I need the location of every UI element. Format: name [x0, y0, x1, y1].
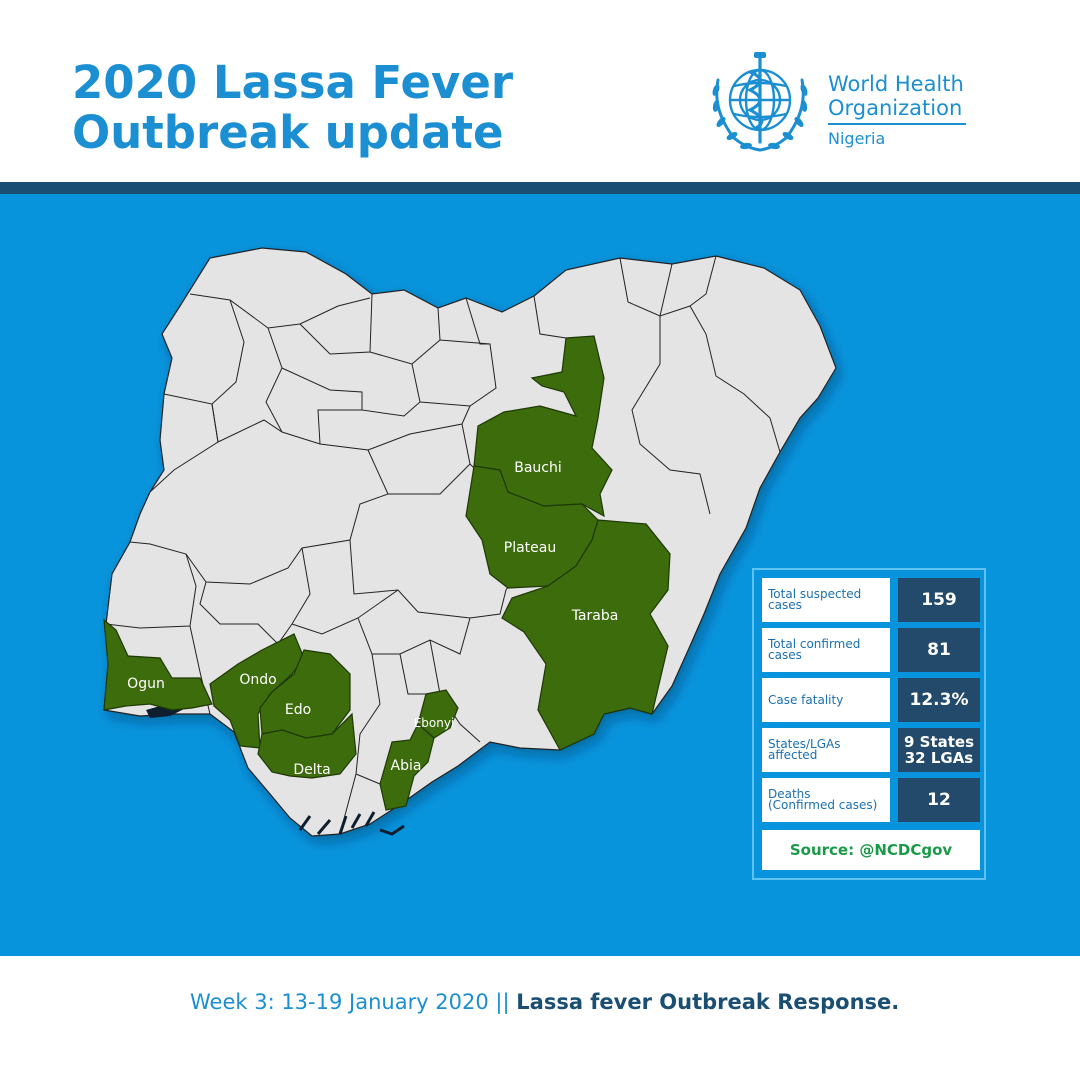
- stats-panel: Total suspected cases 159 Total confirme…: [752, 568, 986, 880]
- who-emblem-icon: [712, 52, 808, 152]
- label-edo: Edo: [285, 702, 311, 718]
- org-country: Nigeria: [828, 128, 886, 148]
- footer: Week 3: 13-19 January 2020 || Lassa feve…: [0, 956, 1080, 1080]
- who-logo-text: World Health Organization Nigeria: [828, 72, 966, 149]
- org-rule: [828, 123, 966, 125]
- label-ebonyi: Ebonyi: [414, 716, 455, 730]
- stat-row-deaths: Deaths (Confirmed cases) 12: [762, 778, 980, 822]
- stat-value: 159: [898, 578, 980, 622]
- state-ogun: [103, 618, 213, 711]
- nigeria-map: Bauchi Plateau Taraba Ogun Ondo Edo Delt…: [103, 247, 837, 837]
- label-delta: Delta: [293, 762, 330, 778]
- state-ondo: [209, 633, 305, 749]
- stat-row-case-fatality: Case fatality 12.3%: [762, 678, 980, 722]
- label-abia: Abia: [391, 758, 422, 774]
- title-line-2: Outbreak update: [72, 106, 504, 159]
- header: 2020 Lassa Fever Outbreak update: [0, 0, 1080, 182]
- org-name-line-1: World Health: [828, 72, 964, 96]
- stat-value: 12: [898, 778, 980, 822]
- stat-row-suspected: Total suspected cases 159: [762, 578, 980, 622]
- footer-week: Week 3: 13-19 January 2020: [190, 990, 489, 1014]
- stat-label: States/LGAs affected: [762, 728, 890, 772]
- niger-delta-creeks: [298, 811, 405, 836]
- stat-row-states-lgas: States/LGAs affected 9 States 32 LGAs: [762, 728, 980, 772]
- label-taraba: Taraba: [571, 608, 619, 624]
- page-title: 2020 Lassa Fever Outbreak update: [72, 58, 513, 158]
- footer-separator: ||: [488, 990, 517, 1014]
- label-bauchi: Bauchi: [514, 460, 562, 476]
- footer-response: Lassa fever Outbreak Response.: [516, 990, 900, 1014]
- header-divider: [0, 182, 1080, 194]
- state-abia: [379, 723, 435, 811]
- stat-label: Case fatality: [762, 678, 890, 722]
- org-name-line-2: Organization: [828, 96, 963, 120]
- state-delta: [257, 712, 357, 779]
- stat-label: Total suspected cases: [762, 578, 890, 622]
- label-ogun: Ogun: [127, 676, 165, 692]
- footer-text: Week 3: 13-19 January 2020 || Lassa feve…: [190, 990, 899, 1014]
- stat-value: 12.3%: [898, 678, 980, 722]
- lagos-lagoon: [146, 706, 186, 718]
- label-plateau: Plateau: [504, 540, 556, 556]
- stat-value: 9 States 32 LGAs: [898, 728, 980, 772]
- stat-row-confirmed: Total confirmed cases 81: [762, 628, 980, 672]
- affected-states: [103, 335, 671, 811]
- label-ondo: Ondo: [239, 672, 276, 688]
- title-line-1: 2020 Lassa Fever: [72, 56, 514, 109]
- stat-label: Total confirmed cases: [762, 628, 890, 672]
- state-taraba: [501, 519, 671, 751]
- stat-label: Deaths (Confirmed cases): [762, 778, 890, 822]
- nigeria-outline: [103, 247, 837, 837]
- state-labels: Bauchi Plateau Taraba Ogun Ondo Edo Delt…: [127, 460, 618, 778]
- source-credit: Source: @NCDCgov: [762, 830, 980, 870]
- stat-value: 81: [898, 628, 980, 672]
- map-panel: Bauchi Plateau Taraba Ogun Ondo Edo Delt…: [0, 194, 1080, 956]
